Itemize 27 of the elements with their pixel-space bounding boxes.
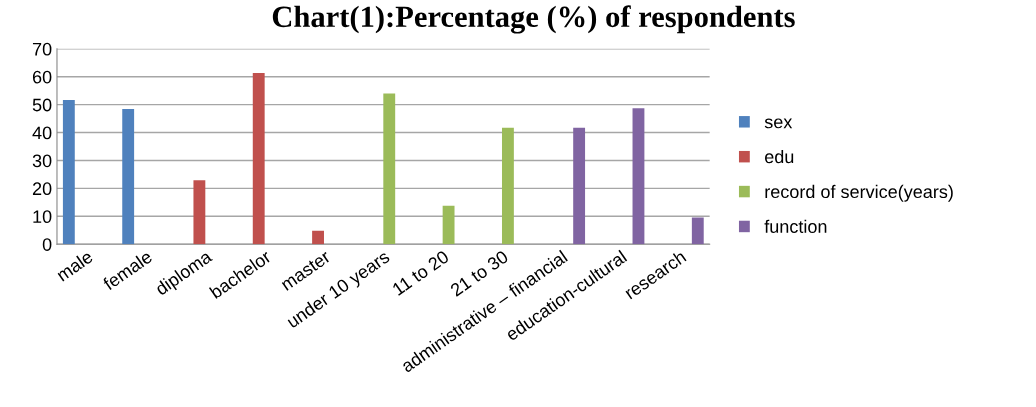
x-tick-label: 21 to 30 xyxy=(449,249,510,297)
y-tick-label: 0 xyxy=(42,238,52,251)
bar xyxy=(383,93,396,245)
legend-label: edu xyxy=(765,149,794,164)
bar xyxy=(442,205,455,245)
y-tick-label: 40 xyxy=(32,126,52,140)
bar xyxy=(691,217,704,245)
y-tick-label: 60 xyxy=(32,70,52,84)
legend-label: record of service(years) xyxy=(765,184,953,202)
y-tick-label: 30 xyxy=(32,154,52,168)
y-tick-label: 20 xyxy=(32,182,52,196)
legend-label: sex xyxy=(764,118,793,129)
chart-title: Chart(1):Percentage (%) of respondents xyxy=(272,5,795,34)
legend-label: function xyxy=(764,219,827,233)
y-tick-label: 50 xyxy=(32,98,52,112)
x-tick-label: 11 to 20 xyxy=(391,249,450,296)
bar xyxy=(632,108,645,245)
bar xyxy=(62,99,75,245)
x-tick-label: male xyxy=(55,249,94,282)
bar xyxy=(312,230,324,245)
y-tick-label: 10 xyxy=(33,210,52,224)
bar xyxy=(122,109,135,245)
bar xyxy=(501,127,514,245)
bar xyxy=(193,180,206,245)
bar xyxy=(573,127,586,245)
bar xyxy=(252,73,265,245)
y-tick-label: 70 xyxy=(32,42,52,56)
